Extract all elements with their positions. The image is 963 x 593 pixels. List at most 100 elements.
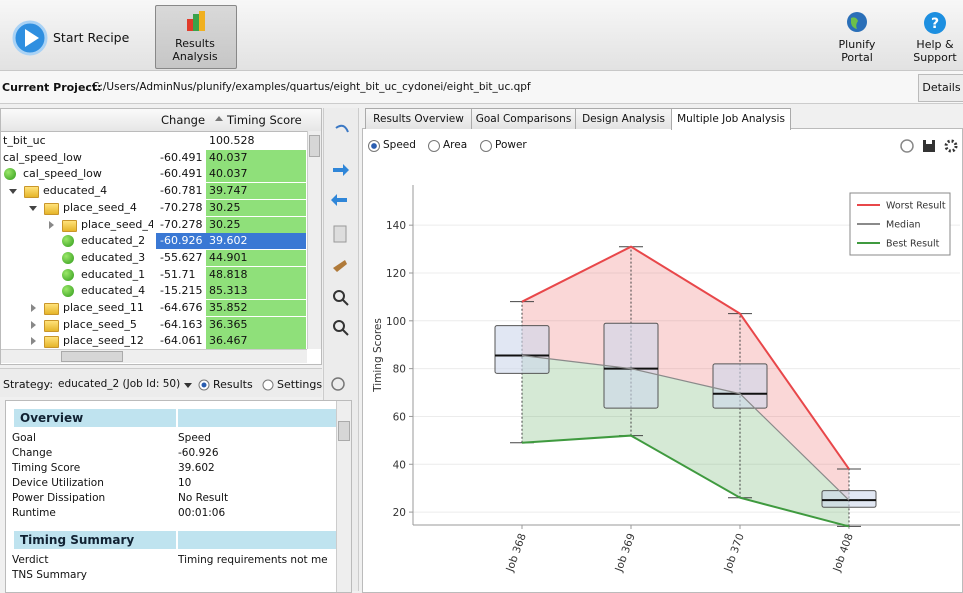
tab[interactable]: Results Overview (365, 108, 472, 129)
folder-icon (44, 336, 59, 349)
tab[interactable]: Multiple Job Analysis (671, 108, 791, 130)
expand-arrow[interactable] (31, 304, 36, 312)
radio[interactable] (480, 140, 492, 152)
help-support-button[interactable]: Help & Support (913, 38, 957, 64)
series-line (521, 434, 850, 528)
score-cell: 40.037 (206, 166, 306, 183)
scroll-thumb[interactable] (338, 421, 350, 441)
detail-value: Timing requirements not met (178, 554, 328, 566)
expand-arrow[interactable] (31, 320, 36, 329)
expand-arrow[interactable] (9, 189, 17, 195)
column-header: Timing Score (227, 113, 302, 127)
help-icon[interactable]: ? (922, 10, 948, 36)
score-cell: 40.037 (206, 149, 306, 166)
y-tick-label: 140 (386, 220, 406, 232)
detail-value: 00:01:06 (178, 507, 226, 519)
folder-icon (44, 303, 59, 315)
expand-arrow[interactable] (29, 205, 37, 211)
y-tick-label: 20 (393, 507, 406, 519)
details-button[interactable]: Details (918, 74, 963, 102)
change-cell: -70.278 (160, 200, 203, 214)
start-recipe-icon[interactable] (12, 20, 48, 56)
y-axis-label: Timing Scores (372, 318, 384, 393)
start-recipe-button[interactable]: Start Recipe (53, 30, 130, 45)
tree-item[interactable]: cal_speed_low (3, 150, 82, 164)
expand-arrow[interactable] (31, 337, 36, 346)
radio-label[interactable]: Area (443, 139, 468, 151)
change-cell: -60.781 (160, 184, 203, 198)
scrollbar[interactable] (336, 401, 351, 592)
band-area (522, 246, 849, 501)
tab[interactable]: Goal Comparisons (471, 108, 576, 129)
tool-icons[interactable] (328, 118, 352, 348)
tree-item[interactable]: educated_4 (43, 184, 108, 198)
tree-item[interactable]: educated_4 (81, 284, 146, 298)
strategy-value[interactable]: educated_2 (Job Id: 50) (58, 378, 181, 390)
dropdown-arrow[interactable] (183, 382, 193, 390)
score-cell: 30.25 (206, 216, 306, 233)
tree-item[interactable]: place_seed_12 (63, 334, 144, 348)
column-header: Change (161, 113, 206, 127)
scroll-thumb[interactable] (309, 135, 320, 157)
plunify-portal-icon[interactable] (845, 10, 869, 34)
series-line (521, 354, 850, 501)
scrollbar[interactable] (307, 131, 321, 349)
score-cell: 100.528 (209, 134, 255, 147)
box (603, 322, 659, 409)
tree-item[interactable]: cal_speed_low (23, 167, 102, 181)
tree-item[interactable]: educated_1 (81, 267, 146, 281)
change-cell: -64.676 (160, 301, 203, 314)
radio-results-label[interactable]: Results (213, 378, 253, 391)
tree-item[interactable]: place_seed_5 (63, 317, 137, 331)
h-scrollbar[interactable] (1, 349, 307, 363)
status-icon (4, 168, 16, 181)
tab[interactable]: Design Analysis (575, 108, 672, 129)
details-panel: Overview Goal Speed Change -60.926 Timing Sco… (5, 400, 352, 593)
tree-item[interactable]: educated_2 (81, 234, 146, 248)
box (494, 325, 550, 374)
tree-header (1, 109, 321, 132)
tree-item[interactable]: educated_3 (81, 250, 146, 264)
plunify-portal-button[interactable]: Plunify Portal (838, 38, 876, 64)
detail-key: Power Dissipation (12, 492, 106, 504)
change-cell: -15.215 (160, 284, 203, 298)
folder-icon (44, 319, 59, 332)
radio-settings-label[interactable]: Settings (277, 378, 323, 391)
tree-item[interactable]: place_seed_4 (81, 217, 153, 231)
results-analysis-label: Results Analysis (172, 37, 218, 63)
radio-results[interactable] (198, 379, 210, 391)
change-cell: -60.491 (160, 150, 203, 164)
detail-key: Device Utilization (12, 477, 104, 489)
radio-label[interactable]: Power (495, 139, 527, 151)
change-cell: -55.627 (160, 250, 203, 264)
change-cell: -70.278 (160, 217, 203, 231)
project-label: Current Project: (2, 81, 102, 94)
chart-tools[interactable] (898, 137, 962, 155)
status-icon (62, 285, 74, 298)
tree-item[interactable]: place_seed_11 (63, 301, 144, 314)
folder-icon (62, 219, 77, 232)
refresh-icon[interactable] (330, 376, 346, 392)
project-path: C:/Users/AdminNus/plunify/examples/quart… (92, 81, 531, 93)
x-tick-label: Job 368 (504, 532, 529, 574)
score-cell: 36.365 (206, 316, 306, 333)
y-tick-label: 120 (386, 268, 406, 280)
radio-settings[interactable] (262, 379, 274, 391)
radio-label[interactable]: Speed (383, 139, 416, 151)
tree-item[interactable]: place_seed_4 (63, 200, 137, 214)
h-scroll-thumb[interactable] (61, 351, 123, 362)
radio[interactable] (428, 140, 440, 152)
detail-key: Timing Score (12, 462, 81, 474)
change-cell: -51.71 (160, 267, 196, 281)
toolbar (0, 0, 963, 71)
series-line (521, 245, 850, 470)
tree-item[interactable]: t_bit_uc (3, 134, 46, 147)
change-cell: -60.926 (156, 233, 210, 250)
detail-value: 10 (178, 477, 192, 489)
column-divider (176, 531, 178, 549)
project-bar (0, 71, 963, 104)
detail-value: Speed (178, 432, 211, 444)
radio[interactable] (368, 140, 380, 152)
score-cell: 44.901 (206, 249, 306, 266)
expand-arrow[interactable] (49, 220, 54, 229)
